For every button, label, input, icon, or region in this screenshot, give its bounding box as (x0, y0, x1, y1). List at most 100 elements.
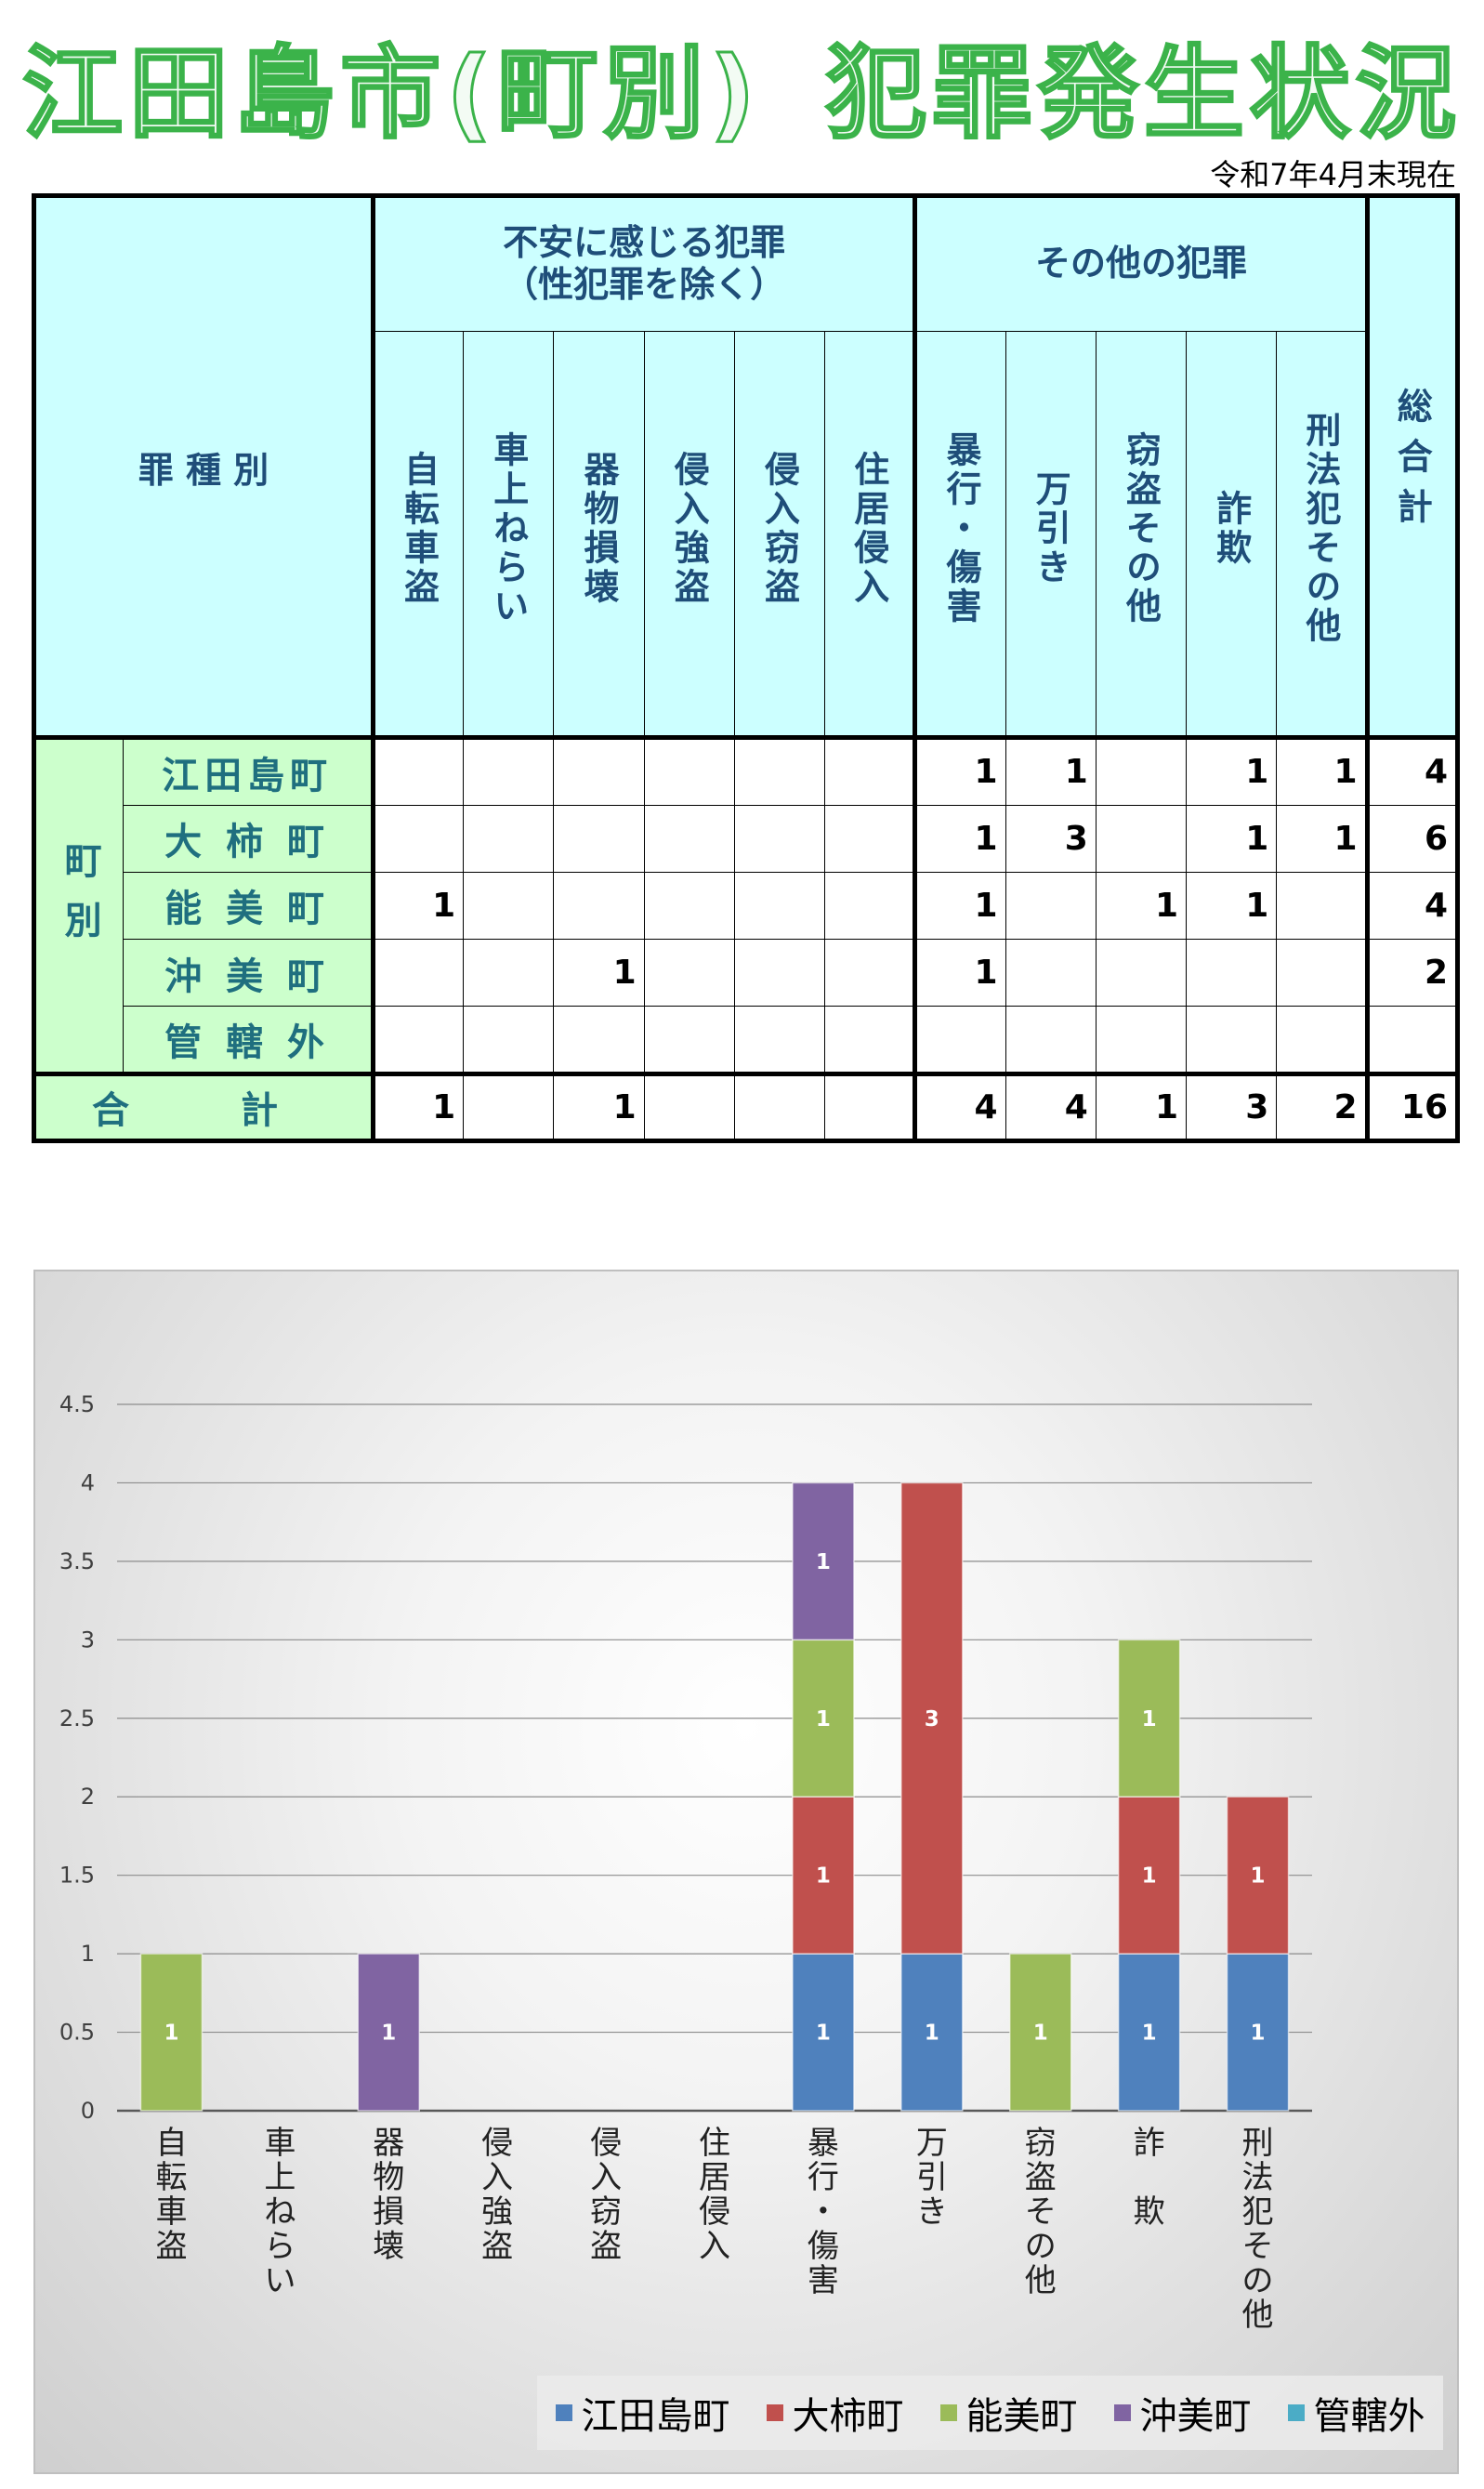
legend-label: 能美町 (965, 2395, 1078, 2438)
legend-label: 沖美町 (1139, 2395, 1252, 2438)
table-cell (643, 871, 735, 941)
table-cell: 1 (1186, 871, 1278, 941)
data-label: 1 (816, 1707, 831, 1732)
table-row: 管 轄 外 (34, 1006, 1461, 1074)
x-tick-label: 暴行・傷害 (808, 2125, 839, 2299)
table-cell (463, 939, 555, 1007)
table-cell (553, 735, 645, 806)
x-tick-label: 窃盗その他 (1025, 2125, 1057, 2299)
table-cell (643, 804, 735, 873)
y-tick-label: 0.5 (59, 2020, 95, 2046)
sum-cell: 4 (1005, 1071, 1097, 1144)
y-tick-label: 2 (81, 1784, 95, 1810)
sum-cell: 4 (914, 1071, 1006, 1144)
row-total-cell: 6 (1364, 804, 1461, 873)
legend-label: 大柿町 (792, 2395, 904, 2438)
data-label: 1 (925, 2021, 939, 2046)
table-cell (1005, 939, 1097, 1007)
group-header-other: その他の犯罪 (914, 193, 1368, 332)
table-cell (1095, 735, 1188, 806)
y-tick-label: 0 (81, 2098, 95, 2124)
y-tick-label: 4.5 (59, 1391, 95, 1417)
bar-segment (792, 1482, 855, 1641)
bar-segment (139, 1953, 204, 2112)
chart-legend: 江田島町 大柿町 能美町 沖美町 管轄外 (537, 2376, 1443, 2450)
table-cell (824, 1006, 918, 1074)
data-label: 1 (164, 2021, 178, 2046)
table-cell: 1 (1005, 735, 1097, 806)
table-cell (372, 735, 465, 806)
column-header-label: 窃盗その他 (1120, 431, 1162, 627)
data-label: 1 (1251, 1864, 1266, 1889)
table-cell (1186, 1006, 1278, 1074)
report-date: 令和7年4月末現在 (1210, 157, 1456, 192)
sum-row: 合 計 1 1 4 4 1 3 2 16 (32, 1071, 1461, 1144)
sum-cell: 1 (372, 1071, 465, 1144)
bar-segment (357, 1953, 421, 2112)
table-row: 町別 江田島町 1 1 1 1 4 (31, 735, 1461, 1074)
sum-cell (463, 1071, 555, 1144)
data-label: 1 (1033, 2021, 1048, 2046)
page-title: 江田島市(町別) 犯罪発生状況 (0, 13, 1484, 158)
data-label: 1 (1251, 2021, 1266, 2046)
x-tick-label: 住居侵入 (699, 2125, 730, 2265)
bar-segment (792, 1953, 855, 2112)
bar-segment (1226, 1953, 1290, 2112)
column-header-label: 器物損壊 (578, 451, 619, 608)
bar-segment (1008, 1953, 1072, 2112)
column-header-label: 暴行・傷害 (939, 431, 981, 627)
legend-item: 沖美町 (1113, 2386, 1252, 2440)
group-header-anxiety: 不安に感じる犯罪 （性犯罪を除く） (372, 193, 918, 332)
table-cell: 1 (372, 871, 465, 941)
legend-swatch (766, 2404, 783, 2421)
table-cell (372, 1006, 465, 1074)
column-header-label: 侵入強盗 (668, 451, 710, 608)
x-tick-label: 侵入窃盗 (590, 2125, 622, 2265)
table-cell (1005, 871, 1097, 941)
y-tick-label: 1.5 (59, 1863, 95, 1889)
column-header: 自転車盗 (372, 330, 465, 739)
x-tick-label: 万引き (916, 2125, 948, 2231)
data-label: 1 (1142, 2021, 1157, 2046)
table-cell: 1 (914, 939, 1006, 1007)
grand-total-cell: 16 (1364, 1071, 1461, 1144)
data-label: 1 (816, 1864, 831, 1889)
title-right: 犯罪発生状況 (824, 35, 1462, 154)
table-cell (824, 804, 918, 873)
legend-label: 江田島町 (581, 2395, 730, 2438)
column-header: 詐欺 (1186, 330, 1278, 739)
table-cell: 1 (914, 804, 1006, 873)
y-tick-label: 3 (81, 1626, 95, 1653)
row-label: 能 美 町 (123, 871, 375, 941)
column-header-label: 自転車盗 (398, 451, 440, 608)
x-tick-label: 車上ねらい (264, 2125, 295, 2299)
x-tick-label: 侵入強盗 (481, 2125, 513, 2265)
table-cell: 1 (1095, 871, 1188, 941)
bar-segment (792, 1796, 855, 1955)
data-label: 1 (816, 2021, 831, 2046)
table-cell: 1 (1186, 804, 1278, 873)
table-cell (824, 735, 918, 806)
legend-swatch (1287, 2404, 1305, 2421)
table-cell (643, 1006, 735, 1074)
table-cell (372, 804, 465, 873)
y-tick-label: 4 (81, 1469, 95, 1495)
row-label: 大 柿 町 (123, 804, 375, 873)
legend-item: 大柿町 (766, 2386, 904, 2440)
table-cell (553, 1006, 645, 1074)
row-total-cell: 4 (1364, 735, 1461, 806)
stacked-bar-chart: 0 0.5 1 1.5 2 2.5 3 3.5 4 4.5 1 自転車盗 車上ねらい 1 器物損壊 侵入強盗 侵… (33, 1270, 1459, 2474)
table-cell (1276, 939, 1368, 1007)
row-label: 管 轄 外 (123, 1006, 375, 1074)
table-cell (824, 871, 918, 941)
legend-swatch (1113, 2404, 1131, 2421)
row-group-label: 町別 (31, 735, 125, 1074)
column-header: 住居侵入 (824, 330, 918, 739)
table-cell: 3 (1005, 804, 1097, 873)
table-cell (1005, 1006, 1097, 1074)
row-total-cell (1364, 1006, 1461, 1074)
row-total-cell: 2 (1364, 939, 1461, 1007)
table-cell (643, 735, 735, 806)
